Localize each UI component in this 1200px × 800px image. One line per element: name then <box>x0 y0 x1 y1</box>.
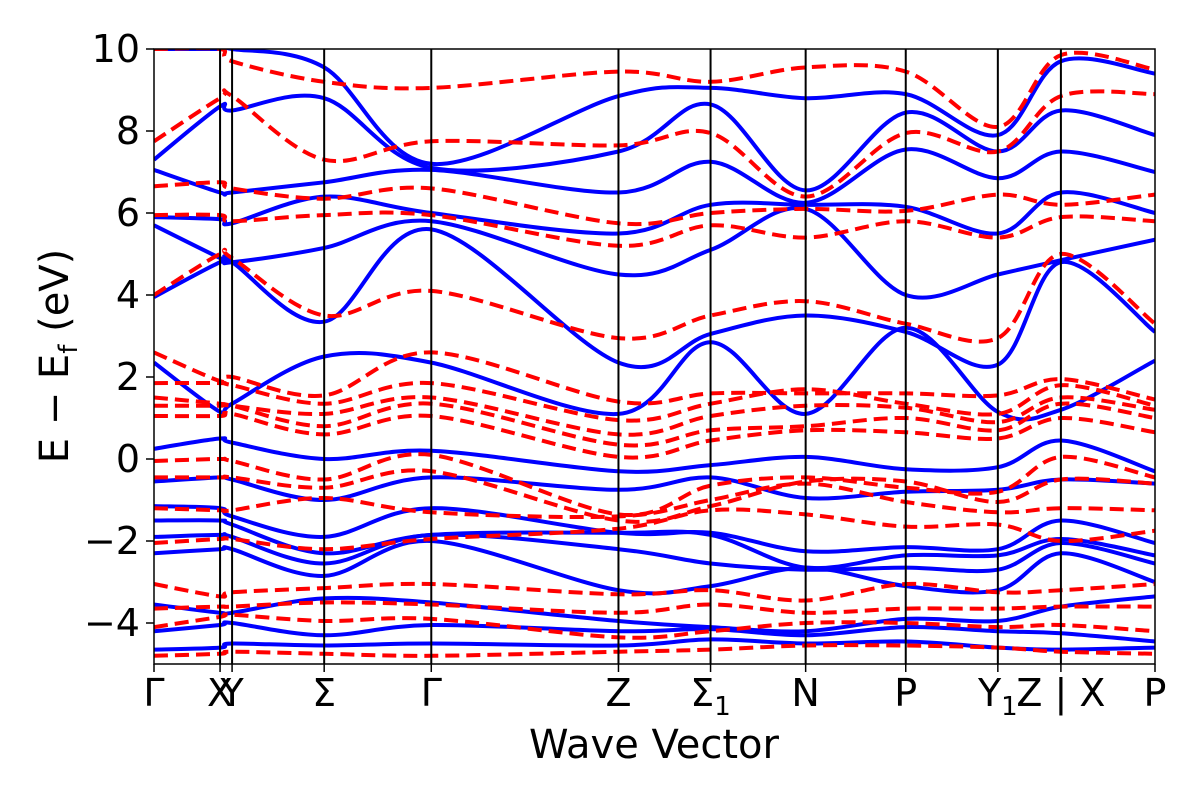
high-symmetry-lines <box>219 49 1062 664</box>
x-tick-label-7: Σ1 <box>690 671 731 722</box>
y-axis-label-main: E − E <box>32 354 78 464</box>
red-dashed-band-3 <box>154 600 1155 615</box>
y-tick-label-4: 2 <box>116 355 140 399</box>
red-dashed-band-14 <box>154 247 1155 344</box>
x-tick-label-8: N <box>791 671 819 715</box>
red-dashed-band-13 <box>154 350 1155 406</box>
red-dashed-band-5 <box>154 507 1155 552</box>
x-tick-label-11: Z | X <box>1016 671 1105 716</box>
x-tick-label-4: Σ <box>312 671 336 715</box>
x-tick-label-3: Y <box>219 671 244 715</box>
x-tick-label-9: P <box>894 671 917 715</box>
y-axis-label-sub: f <box>54 344 84 354</box>
x-tick-label-10: Y1 <box>977 671 1018 722</box>
y-tick-label-2: −2 <box>84 519 140 563</box>
y-axis-ticks: −4 −2 0 2 4 6 8 10 <box>84 27 154 645</box>
bands-layer <box>154 49 1155 658</box>
red-dashed-band-18 <box>154 49 1155 129</box>
blue-solid-band-10 <box>154 325 1155 422</box>
red-dashed-band-11 <box>154 395 1155 437</box>
y-tick-label-7: 8 <box>116 109 140 153</box>
y-tick-label-8: 10 <box>92 27 140 71</box>
y-tick-label-1: −4 <box>84 601 140 645</box>
blue-solid-band-16 <box>154 49 1155 166</box>
x-tick-label-12: P <box>1144 671 1167 715</box>
red-dashed-band-16 <box>154 180 1155 227</box>
x-tick-label-1: Γ <box>143 671 164 715</box>
y-axis-label-unit: (eV) <box>32 249 78 345</box>
blue-solid-band-9 <box>154 436 1155 474</box>
red-dashed-band-17 <box>154 88 1155 199</box>
y-axis-label: E − Ef (eV) <box>32 249 84 464</box>
x-tick-label-5: Γ <box>421 671 442 715</box>
x-tick-label-2: X <box>207 671 233 715</box>
y-tick-label-3: 0 <box>116 437 140 481</box>
plot-frame <box>153 48 1156 665</box>
x-axis-label: Wave Vector <box>529 722 780 768</box>
y-tick-label-5: 4 <box>116 273 140 317</box>
y-tick-label-6: 6 <box>116 191 140 235</box>
x-tick-label-6: Z <box>605 671 631 715</box>
red-dashed-band-15 <box>154 210 1155 248</box>
blue-solid-band-11 <box>154 227 1155 370</box>
